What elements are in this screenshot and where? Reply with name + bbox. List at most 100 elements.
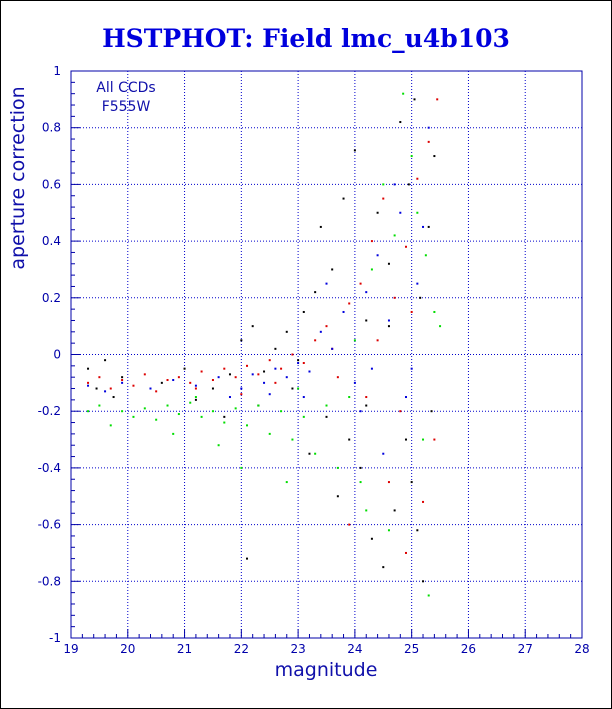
data-point xyxy=(291,387,294,390)
data-point xyxy=(325,404,328,407)
data-point xyxy=(268,432,271,435)
data-point xyxy=(251,325,254,328)
data-point xyxy=(160,381,163,384)
y-tick-label: -0.8 xyxy=(38,574,61,588)
data-point xyxy=(302,362,305,365)
data-point xyxy=(302,396,305,399)
data-point xyxy=(433,155,436,158)
grid-lines xyxy=(71,71,582,638)
data-point xyxy=(189,381,192,384)
data-point xyxy=(348,438,351,441)
data-point xyxy=(223,421,226,424)
x-tick-label: 19 xyxy=(63,642,78,656)
y-tick-label: 0 xyxy=(53,348,61,362)
data-point xyxy=(268,393,271,396)
data-point xyxy=(365,291,368,294)
data-point xyxy=(98,376,101,379)
x-axis-label: magnitude xyxy=(275,659,378,681)
data-point xyxy=(155,390,158,393)
data-point xyxy=(387,325,390,328)
data-point xyxy=(359,282,362,285)
data-point xyxy=(211,379,214,382)
data-point xyxy=(348,302,351,305)
data-point xyxy=(424,254,427,257)
data-point xyxy=(336,376,339,379)
y-tick-label: -1 xyxy=(49,631,61,645)
data-point xyxy=(419,296,422,299)
data-point xyxy=(370,240,373,243)
data-point xyxy=(325,325,328,328)
data-point xyxy=(314,452,317,455)
data-point xyxy=(314,339,317,342)
data-point xyxy=(353,339,356,342)
data-point xyxy=(194,396,197,399)
data-point xyxy=(325,415,328,418)
data-point xyxy=(365,396,368,399)
data-point xyxy=(234,407,237,410)
data-point xyxy=(433,438,436,441)
data-point xyxy=(263,381,266,384)
data-point xyxy=(98,404,101,407)
data-point xyxy=(194,398,197,401)
data-point xyxy=(348,396,351,399)
data-point xyxy=(280,367,283,370)
data-point xyxy=(217,376,220,379)
y-tick-label: -0.6 xyxy=(38,518,61,532)
data-point xyxy=(302,310,305,313)
data-point xyxy=(246,424,249,427)
data-point xyxy=(342,310,345,313)
data-point xyxy=(393,509,396,512)
data-point xyxy=(427,126,430,129)
data-point xyxy=(387,319,390,322)
data-point xyxy=(291,353,294,356)
x-tick-label: 25 xyxy=(404,642,419,656)
data-point xyxy=(217,444,220,447)
data-point xyxy=(387,529,390,532)
data-point xyxy=(87,381,90,384)
data-point xyxy=(240,339,243,342)
data-point xyxy=(228,373,231,376)
data-point xyxy=(257,404,260,407)
data-point xyxy=(200,415,203,418)
y-axis-label: aperture correction xyxy=(7,86,29,269)
data-point xyxy=(376,339,379,342)
data-point xyxy=(104,359,107,362)
data-point xyxy=(365,404,368,407)
data-point xyxy=(359,466,362,469)
data-point xyxy=(376,254,379,257)
data-point xyxy=(353,149,356,152)
data-point xyxy=(314,291,317,294)
data-point xyxy=(200,370,203,373)
data-point xyxy=(402,92,405,95)
data-point xyxy=(399,211,402,214)
data-point xyxy=(297,362,300,365)
data-point xyxy=(132,384,135,387)
data-point xyxy=(104,390,107,393)
data-point xyxy=(348,523,351,526)
y-tick-label: 0.2 xyxy=(42,291,61,305)
data-point xyxy=(240,387,243,390)
data-point xyxy=(112,396,115,399)
data-point xyxy=(211,410,214,413)
data-point xyxy=(87,384,90,387)
data-point xyxy=(436,98,439,101)
annotation-all-ccds: All CCDs xyxy=(96,80,155,96)
data-point xyxy=(393,234,396,237)
data-point xyxy=(359,481,362,484)
data-point xyxy=(319,225,322,228)
data-point xyxy=(359,410,362,413)
x-tick-label: 20 xyxy=(120,642,135,656)
data-point xyxy=(143,373,146,376)
data-point xyxy=(325,282,328,285)
data-point xyxy=(387,262,390,265)
data-point xyxy=(413,98,416,101)
data-point xyxy=(416,211,419,214)
chart-title: HSTPHOT: Field lmc_u4b103 xyxy=(102,24,510,53)
x-tick-label: 27 xyxy=(518,642,533,656)
data-point xyxy=(121,376,124,379)
data-point xyxy=(387,481,390,484)
data-point xyxy=(109,387,112,390)
data-point xyxy=(172,432,175,435)
x-tick-label: 24 xyxy=(347,642,362,656)
data-point xyxy=(399,121,402,124)
